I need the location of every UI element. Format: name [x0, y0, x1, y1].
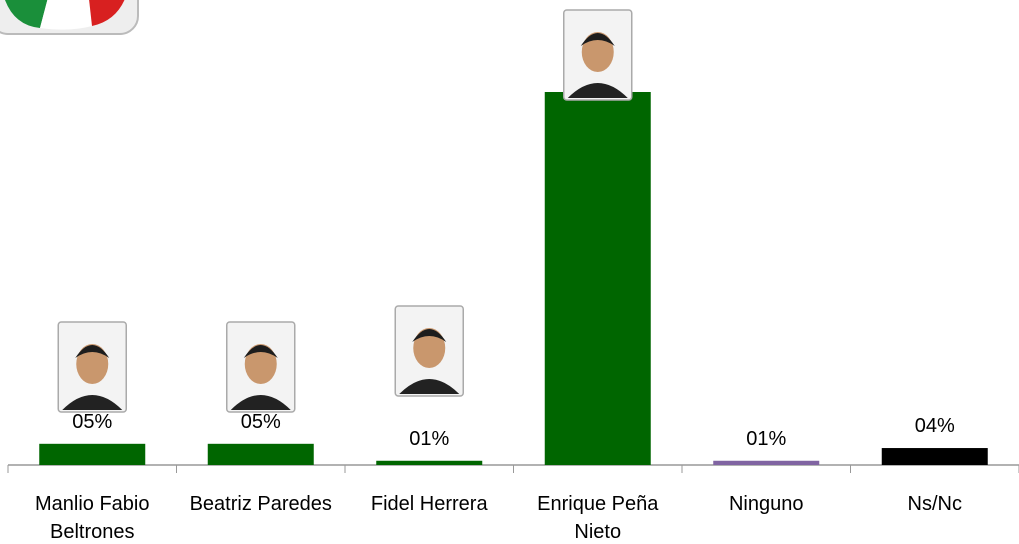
x-tick-label: Ninguno: [728, 493, 804, 515]
photo-hair: [412, 329, 447, 342]
candidate-photo: [563, 9, 633, 101]
candidate-photo: [57, 321, 127, 413]
photo-face: [76, 344, 109, 384]
photo-hair: [243, 345, 278, 358]
x-tick-label: Beatriz Paredes: [189, 493, 332, 515]
candidate-photo: [394, 305, 464, 397]
x-tick-label: Ns/Nc: [907, 493, 962, 515]
photo-body: [399, 379, 460, 394]
value-label: 01%: [746, 428, 786, 450]
x-tick-label: Enrique Peña Nieto: [537, 493, 659, 543]
photo-body: [567, 83, 628, 98]
bar: [713, 460, 820, 465]
value-label: 05%: [72, 411, 112, 433]
bar: [544, 92, 651, 465]
flag-icon: [0, 0, 139, 35]
photo-body: [230, 395, 291, 410]
photo-hair: [580, 33, 615, 46]
photo-body: [62, 395, 123, 410]
x-tick-label: Fidel Herrera: [370, 493, 488, 515]
value-label: 01%: [409, 428, 449, 450]
value-label: 04%: [915, 415, 955, 437]
bar: [207, 443, 314, 465]
bar: [376, 460, 483, 465]
x-tick-label: Manlio Fabio Beltrones: [34, 493, 150, 543]
photo-face: [581, 32, 614, 72]
photo-face: [413, 328, 446, 368]
candidate-photo: [226, 321, 296, 413]
bar: [39, 443, 146, 465]
bar: [881, 448, 988, 465]
photo-hair: [75, 345, 110, 358]
photo-face: [244, 344, 277, 384]
value-label: 05%: [241, 411, 281, 433]
